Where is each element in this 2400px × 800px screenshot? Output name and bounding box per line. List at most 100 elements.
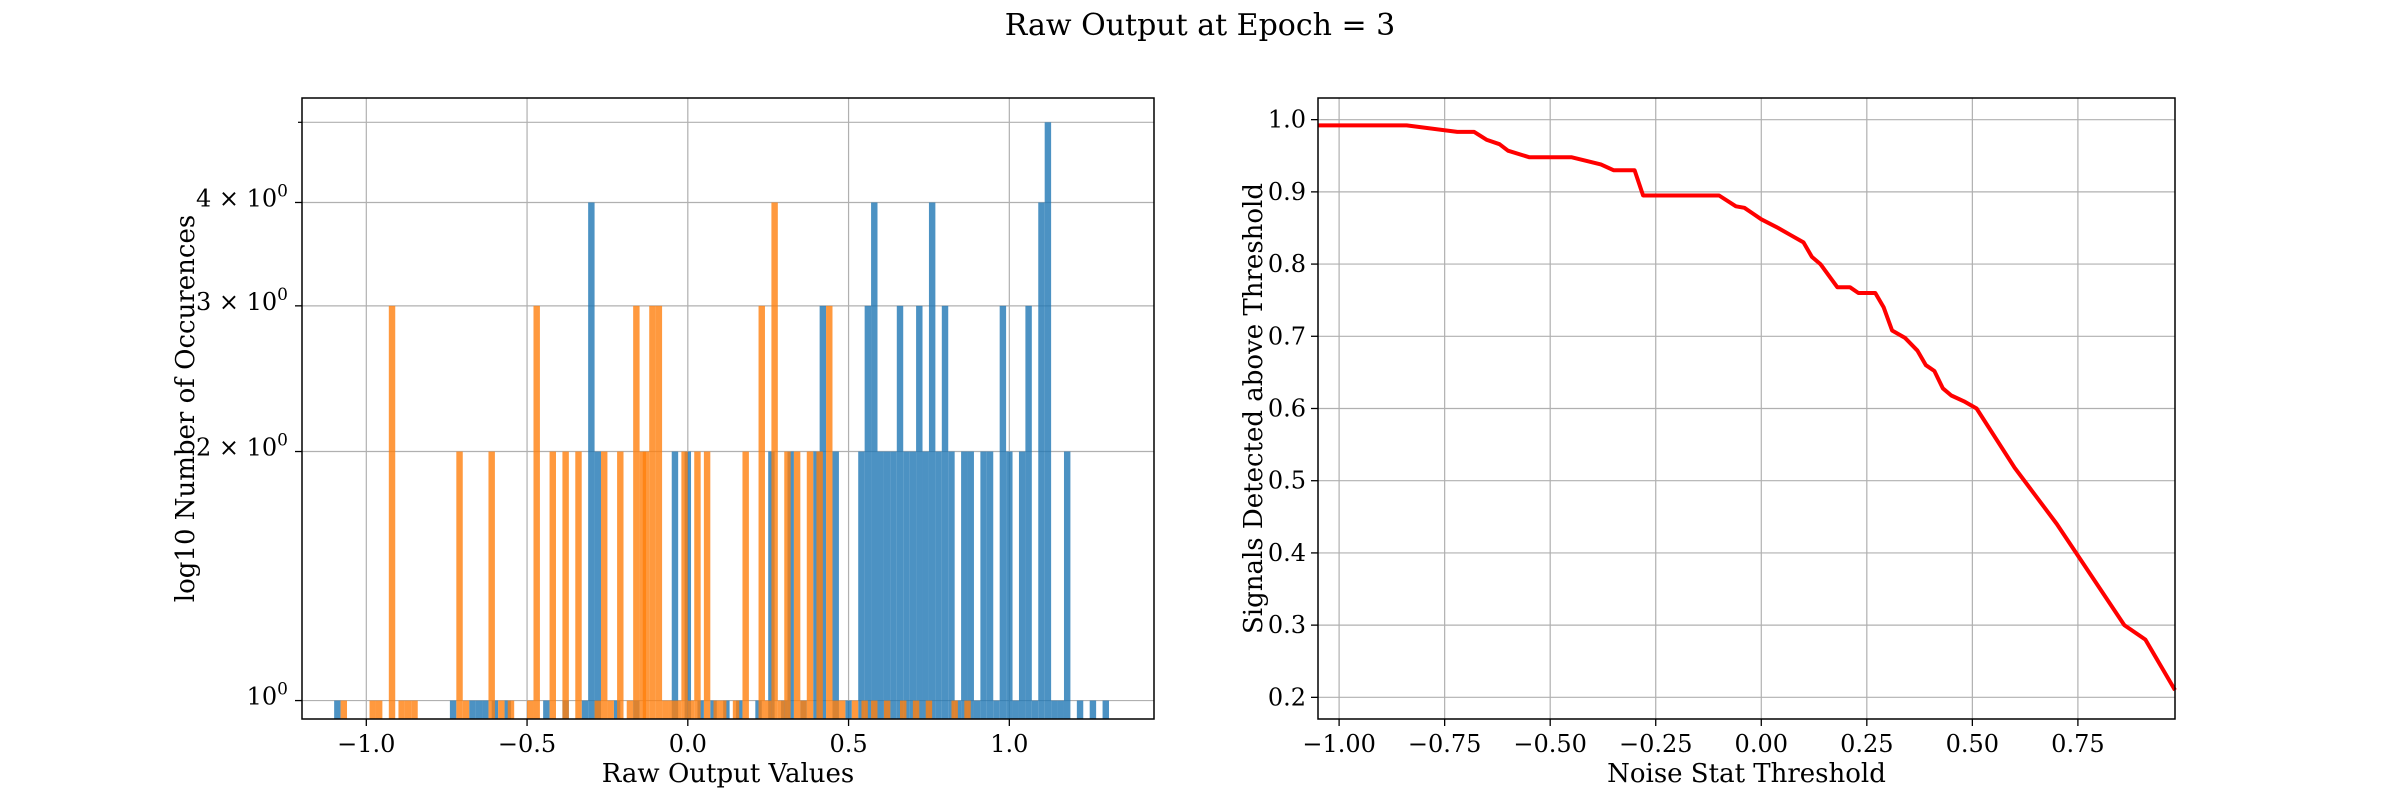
histogram-bar <box>851 700 859 719</box>
y-tick-label: 3 × 100 <box>196 285 288 316</box>
x-tick-label: 0.50 <box>1946 730 1999 758</box>
histogram-bar <box>411 700 418 719</box>
histogram-bar <box>871 700 878 719</box>
histogram-bar <box>973 700 981 719</box>
histogram-bar <box>671 451 679 719</box>
histogram-bar <box>1025 305 1032 719</box>
histogram-bar <box>1018 451 1026 719</box>
y-tick-label: 0.5 <box>1268 467 1306 495</box>
figure-title: Raw Output at Epoch = 3 <box>1004 8 1396 43</box>
x-tick-label: −0.5 <box>498 730 556 758</box>
histogram-bar <box>633 305 640 719</box>
histogram-bar <box>1102 700 1109 719</box>
histogram-bar <box>838 700 846 719</box>
histogram-bar <box>504 700 511 719</box>
histogram-bar <box>1038 202 1045 720</box>
histogram-bar <box>816 451 823 719</box>
histogram-bar <box>758 305 765 719</box>
y-tick-label: 2 × 100 <box>196 431 288 462</box>
y-tick-label: 0.4 <box>1268 539 1306 567</box>
histogram-bar <box>681 451 688 719</box>
histogram-bar <box>588 202 595 720</box>
histogram-bar <box>594 451 602 719</box>
histogram-bar <box>1044 122 1052 720</box>
histogram-bar <box>986 451 994 719</box>
histogram-bar <box>581 700 589 719</box>
histogram-bar <box>482 700 489 719</box>
histogram-bar <box>1051 700 1058 719</box>
histogram-bar <box>594 700 602 719</box>
histogram-bar <box>684 451 692 719</box>
histogram-bar <box>713 700 720 719</box>
histogram-bar <box>925 700 933 719</box>
histogram-bar <box>916 305 923 719</box>
x-tick-label: −0.75 <box>1408 730 1482 758</box>
histogram-bar <box>777 700 785 719</box>
histogram-bar <box>719 700 727 719</box>
histogram-bar <box>1031 700 1039 719</box>
histogram-bar <box>462 700 470 719</box>
histogram-bar <box>469 700 476 719</box>
x-axis-label: Noise Stat Threshold <box>1607 759 1886 789</box>
histogram-bar <box>800 700 807 719</box>
histogram-bar <box>694 451 701 719</box>
y-tick-label: 0.9 <box>1268 178 1306 206</box>
histogram-bar <box>883 700 891 719</box>
histogram-bar <box>771 202 778 720</box>
histogram-bar <box>951 700 958 719</box>
histogram-bar <box>398 700 405 719</box>
histogram-bar <box>1089 700 1097 719</box>
histogram-bar <box>562 451 569 719</box>
histogram-bar <box>999 305 1007 719</box>
x-tick-label: −1.00 <box>1302 730 1376 758</box>
histogram-bar <box>507 700 515 719</box>
histogram-bar <box>649 305 656 719</box>
histogram-bar <box>912 700 920 719</box>
histogram-bar <box>826 305 833 719</box>
histogram-bar <box>903 451 910 719</box>
histogram-bar <box>877 451 884 719</box>
histogram-bar <box>845 700 852 719</box>
histogram-bar <box>858 451 865 719</box>
histogram-bar <box>948 451 955 719</box>
histogram-bar <box>710 700 717 719</box>
histogram-bar <box>764 700 772 719</box>
histogram-bar <box>549 451 556 719</box>
histogram-bar <box>607 700 614 719</box>
x-tick-label: −0.25 <box>1619 730 1693 758</box>
x-tick-label: 0.0 <box>669 730 707 758</box>
histogram-bar <box>784 451 791 719</box>
histogram-bar <box>742 451 749 719</box>
histogram-bar <box>687 700 695 719</box>
histogram-bar <box>922 451 929 719</box>
y-axis-label: log10 Number of Occurences <box>171 215 201 602</box>
histogram-bar <box>806 451 814 719</box>
series-blue <box>334 122 1109 720</box>
histogram-bar <box>864 305 872 719</box>
histogram-bar <box>941 305 949 719</box>
histogram-bar <box>883 451 891 719</box>
histogram-bar <box>488 451 495 719</box>
y-tick-label: 0.6 <box>1268 395 1306 423</box>
x-tick-label: −0.50 <box>1513 730 1587 758</box>
histogram-bar <box>617 451 624 719</box>
histogram-bar <box>732 700 740 719</box>
y-tick-label: 100 <box>247 680 288 711</box>
histogram-bar <box>793 451 801 719</box>
histogram-bar <box>703 451 711 719</box>
histogram-bar <box>896 305 904 719</box>
histogram-bar <box>475 700 483 719</box>
histogram-bar <box>900 700 907 719</box>
x-tick-label: 0.00 <box>1735 730 1788 758</box>
histogram-bar <box>961 451 968 719</box>
y-tick-label: 4 × 100 <box>196 181 288 212</box>
histogram-bar <box>1063 451 1071 719</box>
histogram-bar <box>388 305 396 719</box>
histogram-bar <box>871 202 878 720</box>
histogram-bar <box>668 700 675 719</box>
histogram-bar <box>832 451 839 719</box>
histogram-bar <box>662 700 669 719</box>
histogram-bar <box>909 451 917 719</box>
